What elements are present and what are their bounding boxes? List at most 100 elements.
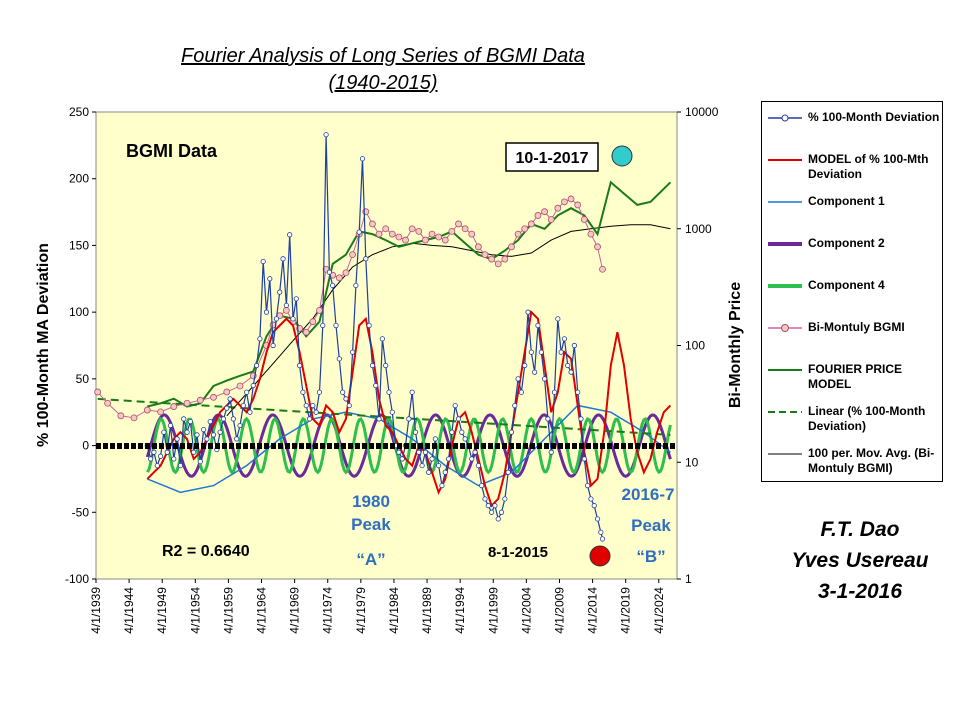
annotation-date-2015: 8-1-2015 — [488, 544, 548, 561]
deviation-point — [164, 449, 170, 455]
deviation-point — [445, 456, 452, 462]
deviation-point — [303, 402, 309, 409]
deviation-point — [356, 229, 362, 235]
deviation-point — [565, 362, 571, 369]
deviation-point — [416, 449, 422, 455]
legend-label: Component 2 — [808, 236, 885, 250]
deviation-point — [406, 416, 412, 422]
deviation-point — [336, 356, 342, 362]
deviation-point — [512, 402, 518, 409]
deviation-point — [293, 296, 299, 302]
x-tick-label: 4/1/2019 — [619, 587, 633, 634]
x-tick-label: 4/1/1984 — [387, 587, 401, 634]
legend-label: FOURIER PRICE MODEL — [808, 362, 903, 391]
y2-tick-label: 1 — [685, 572, 692, 586]
bgmi-point — [428, 230, 436, 238]
deviation-point — [585, 482, 591, 489]
x-tick-label: 4/1/1969 — [288, 587, 302, 634]
legend-swatch-linear — [768, 411, 802, 413]
bgmi-point — [448, 227, 456, 235]
deviation-point — [383, 362, 389, 369]
y-tick-label: 200 — [69, 172, 89, 186]
deviation-point — [273, 316, 280, 322]
bgmi-point — [508, 243, 515, 251]
deviation-point — [290, 316, 296, 322]
y2-tick-label: 100 — [685, 339, 705, 353]
deviation-point — [333, 322, 339, 329]
deviation-point — [174, 436, 180, 442]
bgmi-point — [541, 208, 548, 216]
deviation-point — [535, 322, 541, 329]
deviation-point — [386, 389, 392, 395]
bgmi-point — [402, 236, 409, 244]
bgmi-point — [104, 399, 111, 407]
deviation-point — [495, 516, 501, 522]
deviation-point — [151, 449, 157, 455]
legend-swatch-bgmi — [768, 324, 802, 332]
deviation-point — [568, 369, 574, 375]
legend-label: % 100-Month Deviation — [808, 110, 940, 124]
credit-author-1: F.T. Dao — [820, 518, 900, 541]
deviation-point — [485, 503, 491, 509]
bgmi-point — [494, 260, 502, 268]
y2-tick-label: 1000 — [685, 222, 712, 236]
deviation-point — [432, 436, 438, 442]
deviation-point — [340, 389, 346, 395]
x-tick-label: 4/1/1954 — [188, 587, 202, 634]
deviation-point — [482, 496, 488, 502]
deviation-point — [373, 382, 379, 389]
deviation-point — [177, 462, 184, 469]
bgmi-point — [415, 227, 423, 235]
annotation-bgmi-data: BGMI Data — [126, 141, 218, 161]
deviation-point — [224, 405, 230, 411]
deviation-point — [260, 258, 266, 265]
deviation-point — [270, 342, 276, 349]
deviation-point — [240, 402, 246, 409]
annotation-2016-7: 2016-7 — [622, 485, 675, 504]
deviation-point — [263, 309, 270, 315]
deviation-point — [369, 362, 376, 369]
deviation-point — [599, 536, 606, 542]
deviation-point — [280, 256, 286, 262]
deviation-point — [353, 282, 359, 289]
deviation-point — [575, 389, 581, 395]
deviation-point — [200, 426, 207, 433]
deviation-point — [515, 376, 521, 382]
deviation-point — [234, 436, 240, 442]
chart-legend: % 100-Month Deviation MODEL of % 100-Mth… — [761, 101, 943, 482]
deviation-point — [469, 456, 475, 462]
chart-title: Fourier Analysis of Long Series of BGMI … — [181, 45, 585, 67]
bgmi-point — [375, 230, 383, 238]
bgmi-point — [468, 230, 476, 238]
bgmi-point — [594, 243, 601, 251]
bgmi-point — [94, 388, 102, 396]
deviation-point — [194, 432, 200, 438]
deviation-point — [197, 458, 203, 465]
annotation-1980: 1980 — [352, 492, 390, 511]
plot-area — [95, 111, 678, 580]
deviation-point — [253, 362, 260, 369]
legend-label: Component 1 — [808, 194, 885, 208]
deviation-point — [187, 418, 193, 425]
x-tick-label: 4/1/1959 — [221, 587, 235, 634]
deviation-point — [541, 376, 548, 382]
deviation-point — [492, 503, 498, 509]
y-tick-label: -100 — [65, 572, 89, 586]
x-tick-label: 4/1/2004 — [519, 587, 533, 634]
annotation-r2: R2 = 0.6640 — [162, 543, 250, 560]
x-tick-label: 4/1/1979 — [354, 587, 368, 634]
deviation-point — [277, 289, 283, 295]
bgmi-point — [461, 225, 469, 233]
legend-swatch-component1 — [768, 201, 802, 203]
deviation-point — [558, 349, 564, 355]
deviation-point — [296, 362, 303, 369]
deviation-point — [399, 456, 405, 462]
deviation-point — [217, 429, 223, 435]
deviation-point — [257, 336, 263, 342]
bgmi-point — [455, 220, 462, 228]
deviation-point — [316, 389, 323, 395]
bgmi-point — [481, 251, 489, 259]
deviation-point — [598, 529, 604, 535]
bgmi-point — [567, 195, 575, 203]
deviation-point — [498, 509, 505, 515]
